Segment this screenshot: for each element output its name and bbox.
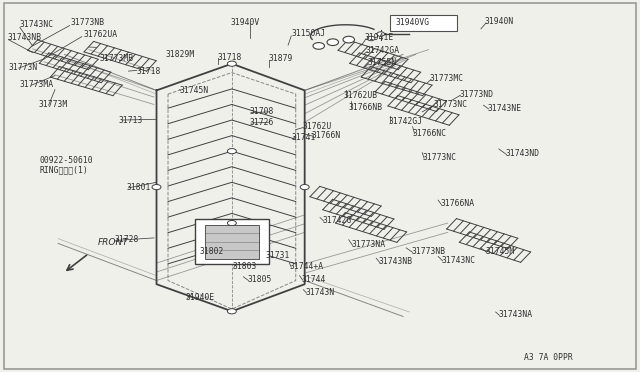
Text: 31726: 31726 (250, 118, 274, 127)
Text: 31940E: 31940E (186, 294, 215, 302)
Text: 31940VG: 31940VG (396, 18, 429, 27)
Text: FRONT: FRONT (98, 238, 129, 247)
Text: 31773NC: 31773NC (422, 153, 456, 162)
Circle shape (227, 148, 236, 154)
Text: 31773MB: 31773MB (100, 54, 134, 62)
Text: 31766N: 31766N (312, 131, 341, 140)
Circle shape (227, 309, 236, 314)
Text: 31762UB: 31762UB (344, 92, 378, 100)
Text: 31940N: 31940N (484, 17, 514, 26)
Circle shape (300, 185, 309, 190)
Text: RINGリング(1): RINGリング(1) (39, 166, 88, 174)
Text: 31743NB: 31743NB (379, 257, 413, 266)
Text: 31805: 31805 (247, 275, 271, 284)
Text: A3 7A 0PPR: A3 7A 0PPR (524, 353, 573, 362)
Circle shape (367, 36, 375, 41)
FancyBboxPatch shape (195, 219, 269, 264)
Text: 31743N: 31743N (305, 288, 335, 297)
Circle shape (152, 185, 161, 190)
Text: 31773MA: 31773MA (20, 80, 54, 89)
Text: 31940V: 31940V (230, 19, 260, 28)
Text: 31728: 31728 (115, 235, 139, 244)
Text: 31755N: 31755N (367, 58, 397, 67)
Text: 31762U: 31762U (302, 122, 332, 131)
Text: 31803: 31803 (232, 262, 257, 271)
Text: 31802: 31802 (199, 247, 223, 256)
Text: 31773NB: 31773NB (412, 247, 445, 256)
Text: 31743ND: 31743ND (505, 149, 540, 158)
Circle shape (343, 36, 355, 43)
Text: 31743NC: 31743NC (442, 256, 476, 264)
Text: 31773NB: 31773NB (71, 19, 105, 28)
Text: 31743NC: 31743NC (20, 20, 54, 29)
Text: 31829M: 31829M (166, 50, 195, 59)
Circle shape (377, 32, 385, 36)
Text: 31773N: 31773N (8, 63, 38, 72)
Text: 31731: 31731 (266, 251, 290, 260)
Text: 31766NA: 31766NA (440, 199, 474, 208)
Text: 31743NB: 31743NB (7, 33, 41, 42)
Text: 31744+A: 31744+A (290, 262, 324, 271)
Text: 31741: 31741 (291, 133, 316, 142)
Text: 31744: 31744 (301, 275, 326, 284)
Text: 31773ND: 31773ND (460, 90, 493, 99)
Text: 31745N: 31745N (179, 86, 209, 95)
FancyBboxPatch shape (390, 15, 458, 32)
Text: 31766NC: 31766NC (413, 128, 447, 138)
Text: 31745M: 31745M (485, 247, 515, 256)
Circle shape (227, 221, 236, 226)
Circle shape (313, 42, 324, 49)
Text: 31941E: 31941E (365, 33, 394, 42)
Text: 31713: 31713 (119, 116, 143, 125)
Text: 31773MC: 31773MC (430, 74, 464, 83)
Text: 31150AJ: 31150AJ (291, 29, 325, 38)
Text: 31742GJ: 31742GJ (388, 117, 422, 126)
Text: 31708: 31708 (250, 108, 274, 116)
Text: 31773NA: 31773NA (351, 240, 385, 249)
Text: 31742G: 31742G (323, 216, 352, 225)
Text: 31801: 31801 (127, 183, 151, 192)
Text: 00922-50610: 00922-50610 (39, 156, 93, 165)
Text: 31879: 31879 (269, 54, 293, 63)
Text: 31718: 31718 (218, 52, 242, 61)
Text: 31762UA: 31762UA (84, 29, 118, 39)
Text: 31773NC: 31773NC (433, 100, 467, 109)
Circle shape (227, 61, 236, 66)
Text: 31743NA: 31743NA (498, 310, 532, 319)
Text: 31743NE: 31743NE (487, 104, 522, 113)
Text: 31718: 31718 (137, 67, 161, 76)
Text: 31773M: 31773M (39, 100, 68, 109)
Circle shape (327, 39, 339, 45)
Text: 31766NB: 31766NB (349, 103, 383, 112)
FancyBboxPatch shape (205, 225, 259, 259)
Text: 31742GA: 31742GA (366, 46, 400, 55)
